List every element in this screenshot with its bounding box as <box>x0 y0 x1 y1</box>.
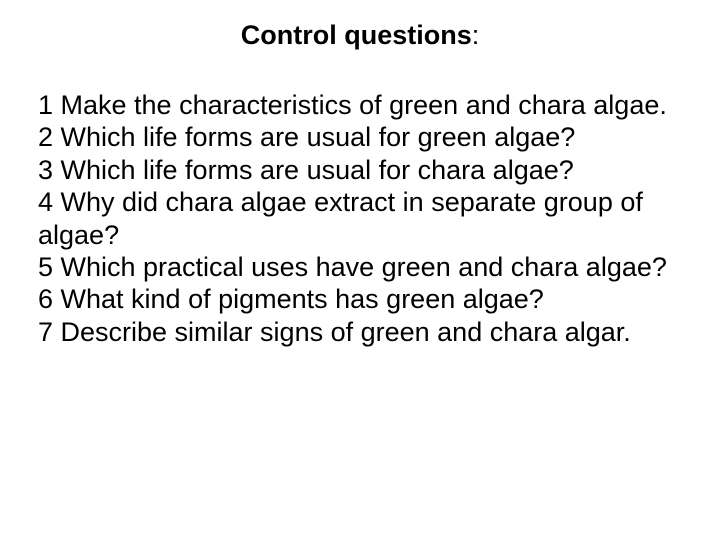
list-item: 3 Which life forms are usual for chara a… <box>38 154 682 186</box>
list-item: 6 What kind of pigments has green algae? <box>38 283 682 315</box>
list-item: 4 Why did chara algae extract in separat… <box>38 186 682 251</box>
title-text: Control questions <box>241 20 472 50</box>
page-title: Control questions: <box>38 20 682 51</box>
list-item: 7 Describe similar signs of green and ch… <box>38 316 682 348</box>
question-list: 1 Make the characteristics of green and … <box>38 89 682 348</box>
list-item: 1 Make the characteristics of green and … <box>38 89 682 121</box>
slide-page: Control questions: 1 Make the characteri… <box>0 0 720 540</box>
title-colon: : <box>472 20 480 50</box>
list-item: 2 Which life forms are usual for green a… <box>38 121 682 153</box>
list-item: 5 Which practical uses have green and ch… <box>38 251 682 283</box>
